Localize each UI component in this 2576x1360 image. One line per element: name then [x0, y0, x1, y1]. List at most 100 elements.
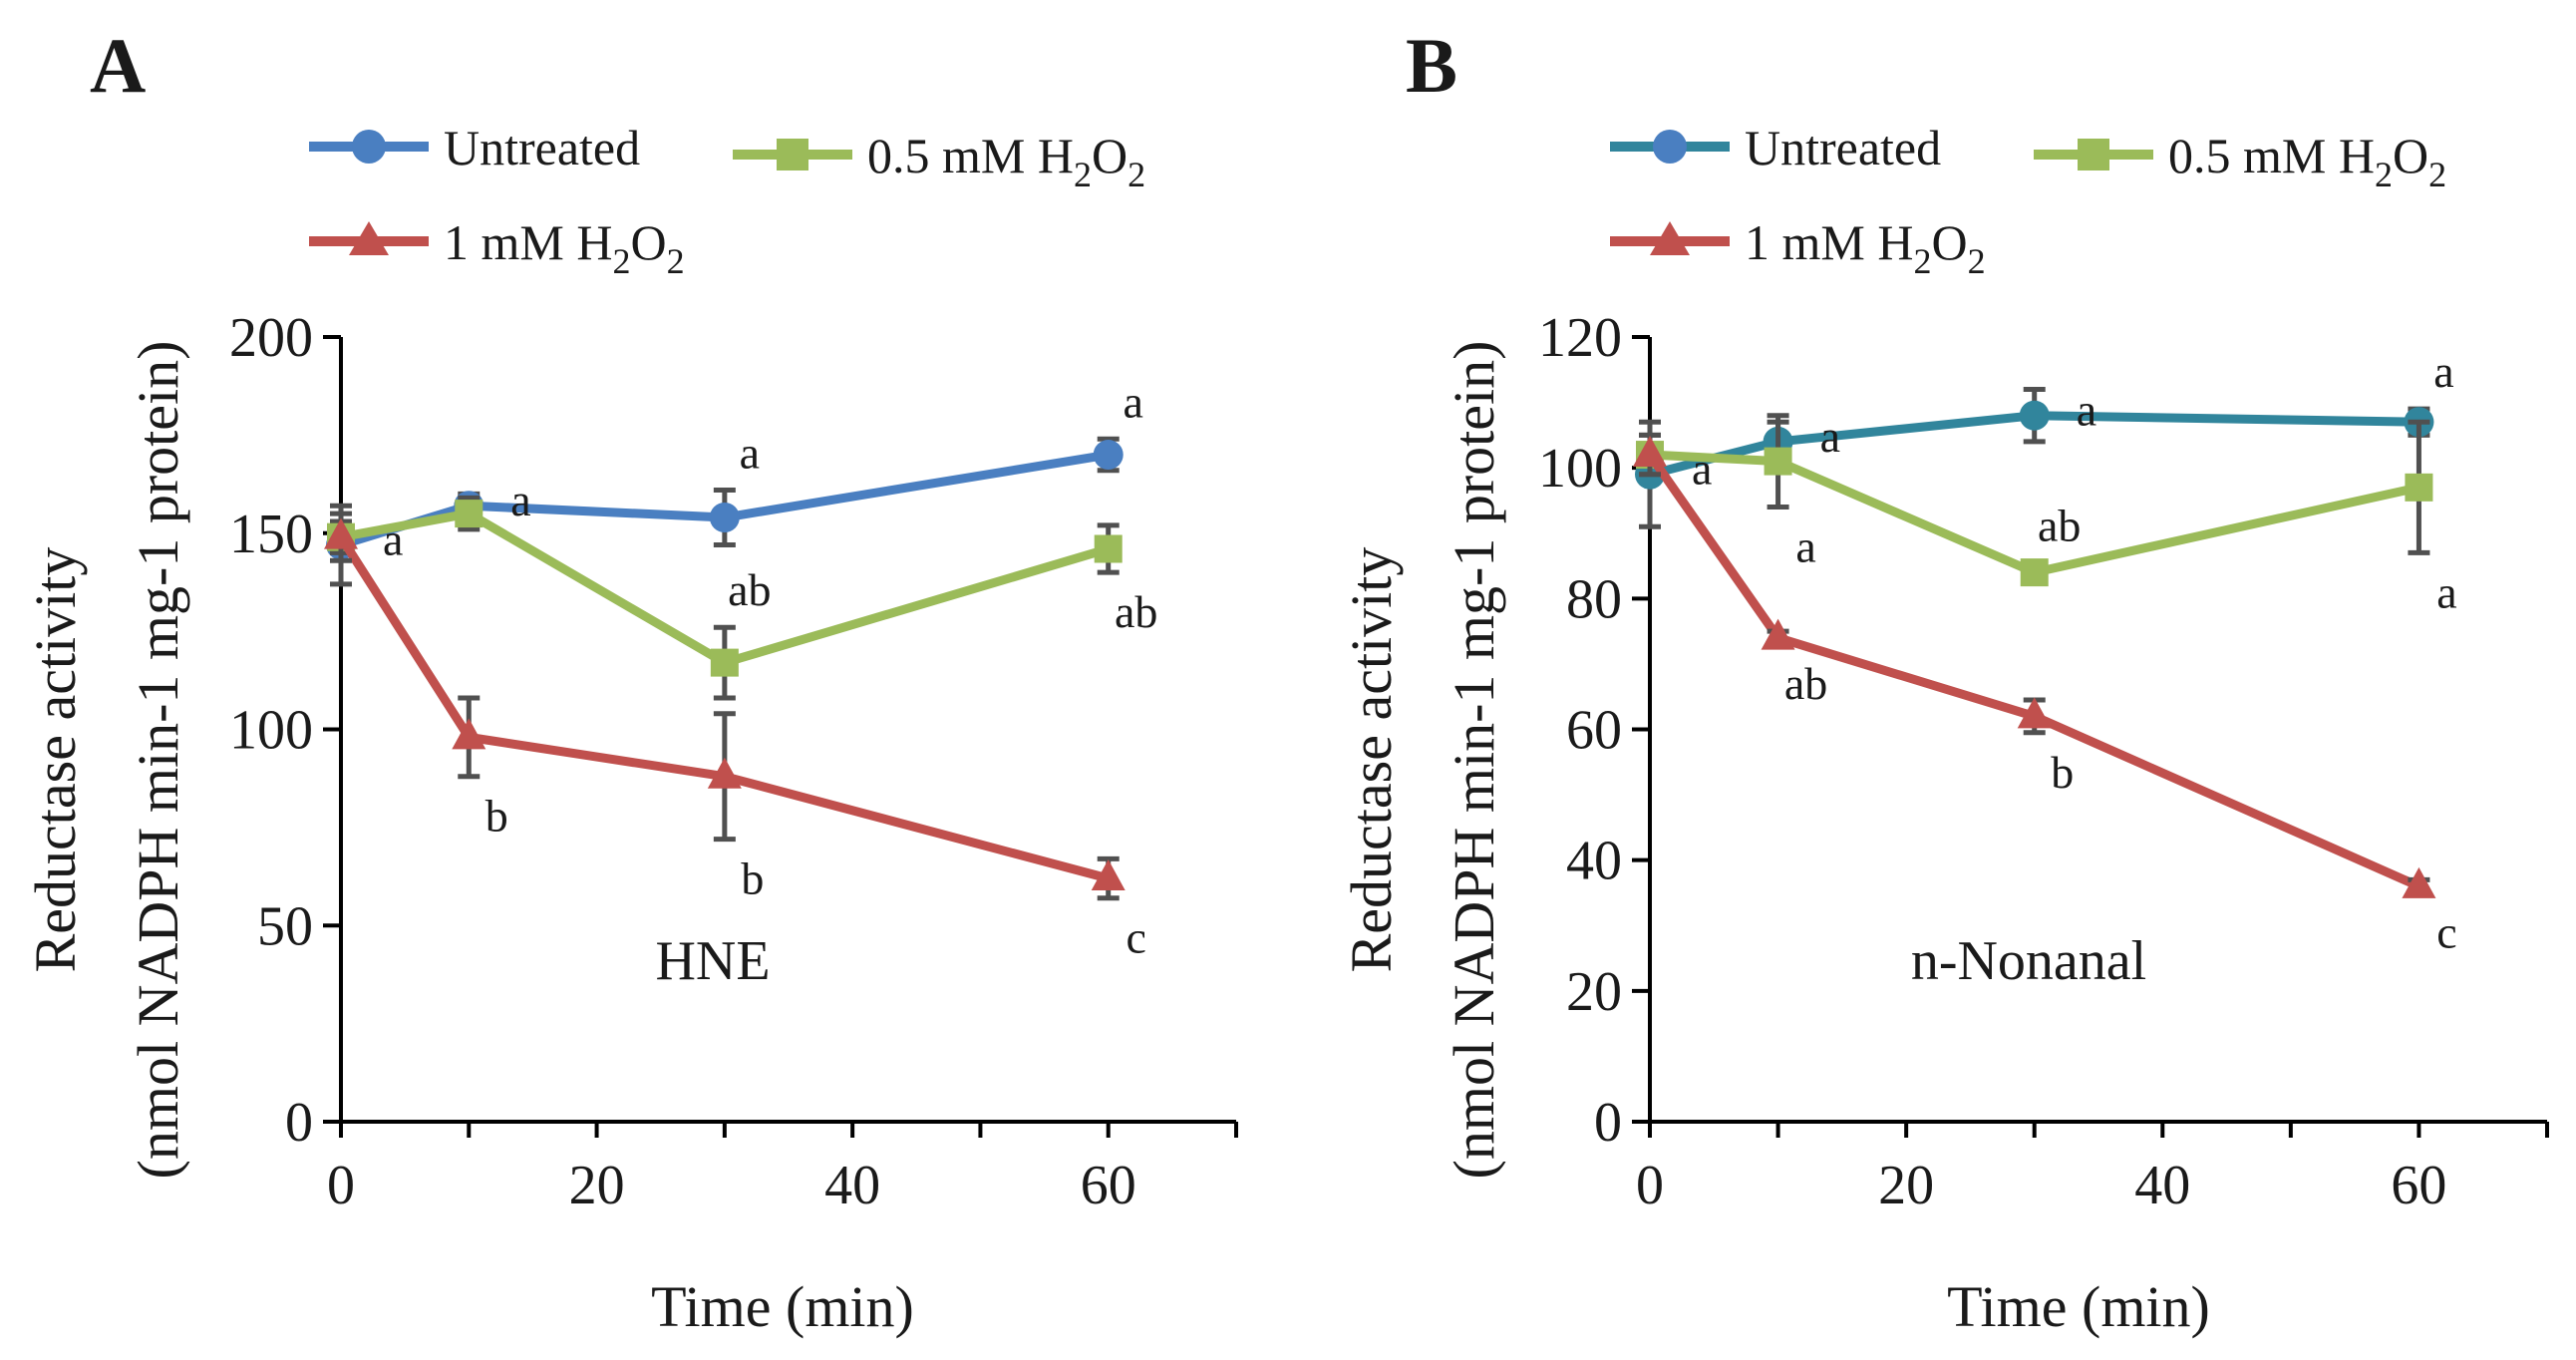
data-point-square	[455, 500, 483, 528]
y-axis-title-line2: (nmol NADPH min-1 mg-1 protein)	[126, 341, 190, 1180]
legend-0-5mm-h2o2: 0.5 mM H2O2	[733, 128, 1145, 194]
x-tick-label: 40	[824, 1155, 880, 1216]
data-point-triangle	[2017, 697, 2052, 729]
y-tick-label: 50	[257, 895, 313, 957]
legend-1mm-h2o2: 1 mM H2O2	[309, 214, 685, 281]
legend-label: 0.5 mM H2O2	[2168, 128, 2446, 194]
significance-label: c	[1127, 912, 1146, 963]
significance-label: a	[510, 475, 530, 525]
legend-label: 1 mM H2O2	[1745, 214, 1986, 281]
x-tick-label: 60	[2391, 1155, 2446, 1216]
y-axis-title-line1: Reductase activity	[1339, 547, 1404, 973]
y-axis-title-line1: Reductase activity	[23, 547, 88, 973]
legend-untreated: Untreated	[1610, 120, 1941, 175]
significance-label: a	[2077, 385, 2096, 436]
data-point-triangle	[452, 718, 486, 750]
x-tick-label: 20	[1878, 1155, 1934, 1216]
significance-label: b	[485, 791, 508, 842]
legend: Untreated 0.5 mM H2O2 1 mM H2O2	[1610, 120, 2446, 281]
significance-label: b	[741, 853, 764, 904]
significance-label: a	[1692, 444, 1712, 495]
y-axis-title-units: (nmol NADPH min-1 mg-1 protein)	[126, 341, 190, 1180]
legend-label: Untreated	[444, 120, 640, 175]
x-tick-label: 20	[569, 1155, 625, 1216]
significance-label: a	[2433, 346, 2453, 397]
y-tick-label: 20	[1566, 961, 1622, 1023]
x-axis-title: Time (min)	[1947, 1274, 2210, 1339]
panel-b: B Untreated 0.5 mM H2O2 1 mM H2O2 Reduct…	[1339, 22, 2549, 1339]
legend-marker-circle	[352, 130, 386, 164]
x-tick-label: 0	[1636, 1155, 1664, 1216]
data-point-triangle	[1633, 436, 1667, 468]
legend-label: 0.5 mM H2O2	[867, 128, 1145, 194]
series-1-mm-h2o2: b b c	[324, 510, 1146, 963]
y-tick-label: 40	[1566, 831, 1622, 892]
data-point-triangle	[1091, 859, 1126, 891]
significance-label: ab	[2038, 500, 2081, 550]
significance-label: a	[1820, 411, 1840, 462]
series-line	[1649, 450, 2420, 577]
legend-marker-circle	[1653, 130, 1687, 164]
data-point-circle	[2019, 400, 2050, 431]
significance-label: ab	[1115, 586, 1157, 637]
panel-letter: B	[1406, 22, 1457, 109]
y-tick-label: 120	[1538, 307, 1622, 369]
series-line	[340, 509, 1110, 668]
y-axis-title-units: (nmol NADPH min-1 mg-1 protein)	[1442, 341, 1506, 1180]
panel-letter: A	[90, 22, 146, 109]
y-tick-label: 0	[1594, 1092, 1622, 1154]
y-tick-label: 80	[1566, 568, 1622, 630]
legend-label: Untreated	[1745, 120, 1941, 175]
plot-area: 0 20 40 60 80 100 120 0 20 40 60 a a a a a ab a ab b c	[1538, 307, 2549, 1216]
legend-marker-square	[2078, 139, 2109, 170]
data-point-square	[2405, 473, 2433, 502]
data-point-triangle	[707, 757, 742, 789]
data-point-square	[2020, 558, 2049, 587]
x-tick-label: 40	[2134, 1155, 2190, 1216]
significance-label: ab	[1784, 658, 1827, 709]
data-point-triangle	[2402, 866, 2436, 898]
data-point-square	[1094, 534, 1123, 563]
legend: Untreated 0.5 mM H2O2 1 mM H2O2	[309, 120, 1145, 281]
data-point-circle	[1093, 440, 1124, 471]
significance-label: a	[1795, 521, 1815, 572]
series-0-5-mm-h2o2: ab ab	[327, 495, 1157, 701]
data-point-square	[710, 648, 739, 677]
legend-untreated: Untreated	[309, 120, 640, 175]
compound-label: HNE	[655, 930, 770, 992]
significance-label: ab	[728, 564, 771, 615]
compound-label: n-Nonanal	[1911, 930, 2146, 992]
x-axis-title: Time (min)	[651, 1274, 914, 1339]
y-tick-label: 200	[229, 307, 313, 369]
legend-1mm-h2o2: 1 mM H2O2	[1610, 214, 1986, 281]
y-axis-title-line2: (nmol NADPH min-1 mg-1 protein)	[1442, 341, 1506, 1180]
y-tick-label: 100	[229, 700, 313, 762]
y-axis-title: Reductase activity	[1339, 547, 1404, 973]
x-tick-label: 0	[327, 1155, 355, 1216]
data-point-circle	[709, 503, 740, 533]
legend-0-5mm-h2o2: 0.5 mM H2O2	[2034, 128, 2446, 194]
legend-label: 1 mM H2O2	[444, 214, 685, 281]
significance-label: b	[2051, 747, 2074, 798]
series-line	[337, 534, 1110, 883]
series-1-mm-h2o2: ab b c	[1633, 432, 2457, 957]
significance-label: a	[2436, 566, 2456, 617]
y-axis-title: Reductase activity	[23, 547, 88, 973]
legend-marker-square	[777, 139, 808, 170]
y-tick-label: 150	[229, 504, 313, 565]
significance-label: c	[2436, 906, 2456, 957]
data-point-triangle	[1761, 618, 1795, 650]
legend-marker-triangle	[349, 221, 389, 255]
panel-a: A Untreated 0.5 mM H2O2 1 mM H2O2 Reduct…	[23, 22, 1238, 1339]
series-line	[1646, 452, 2421, 891]
y-tick-label: 0	[285, 1092, 313, 1154]
data-point-square	[1764, 447, 1792, 476]
significance-label: a	[1124, 376, 1143, 427]
significance-label: a	[740, 427, 760, 478]
data-point-triangle	[324, 517, 358, 549]
legend-marker-triangle	[1650, 221, 1690, 255]
y-tick-label: 100	[1538, 438, 1622, 500]
x-tick-label: 60	[1081, 1155, 1136, 1216]
